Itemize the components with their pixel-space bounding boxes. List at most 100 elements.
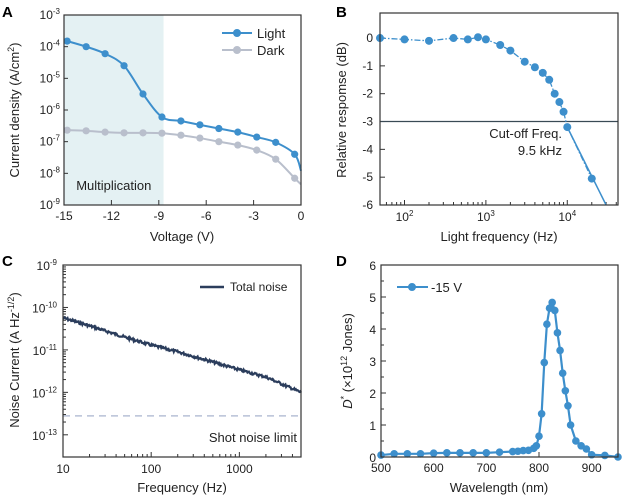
axes-frame xyxy=(63,14,302,206)
data-point xyxy=(559,107,568,116)
panel-letter-a: A xyxy=(2,4,13,21)
y-tick-label: -6 xyxy=(362,198,373,212)
panel-letter-c: C xyxy=(2,253,13,270)
panel-letter-b: B xyxy=(336,4,347,21)
x-tick-label: 0 xyxy=(298,209,305,223)
data-point xyxy=(582,445,591,453)
data-point xyxy=(469,449,477,457)
y-axis-label: Current density (A/cm2) xyxy=(6,42,22,177)
y-tick-label: 0 xyxy=(369,451,376,465)
data-point xyxy=(564,402,572,410)
legend-label-dark: Dark xyxy=(257,43,285,58)
tick-exponent: -6 xyxy=(53,102,61,111)
y-tick-label: 10-8 xyxy=(40,165,61,180)
data-point-dark xyxy=(272,155,280,163)
fit-line xyxy=(566,126,607,206)
x-tick-label: 103 xyxy=(477,209,495,224)
axes-frame xyxy=(379,12,619,206)
data-point xyxy=(545,75,554,84)
data-point xyxy=(443,449,451,457)
data-point-dark xyxy=(177,131,185,139)
x-axis-label: Frequency (Hz) xyxy=(137,480,227,495)
cutoff-annotation-value: 9.5 kHz xyxy=(518,143,562,158)
x-tick-label: 100 xyxy=(141,462,161,476)
data-point xyxy=(556,346,564,355)
data-point-dark xyxy=(253,146,261,154)
y-tick-label: 3 xyxy=(369,355,376,369)
tick-base: 10 xyxy=(40,103,54,117)
data-point-light xyxy=(158,113,166,121)
data-point-light xyxy=(101,50,109,58)
x-tick-label: 800 xyxy=(529,461,549,475)
tick-base: 10 xyxy=(32,429,46,443)
tick-exponent: -4 xyxy=(53,39,61,48)
tick-exponent: 2 xyxy=(409,209,414,218)
data-point-light xyxy=(82,43,90,51)
data-point-dark xyxy=(291,174,299,182)
data-point xyxy=(553,329,562,337)
multiplication-label: Multiplication xyxy=(76,178,151,193)
series-group xyxy=(377,298,622,461)
legend-label-light: Light xyxy=(257,26,286,41)
x-axis-label: Voltage (V) xyxy=(150,229,214,244)
data-point xyxy=(566,421,575,429)
tick-base: 10 xyxy=(40,71,54,85)
data-point-light xyxy=(120,62,128,70)
data-point xyxy=(572,437,580,445)
y-tick-label: 10-10 xyxy=(32,300,57,315)
shot-noise-label: Shot noise limit xyxy=(209,430,298,445)
data-point-light xyxy=(215,124,223,133)
x-axis-label: Wavelength (nm) xyxy=(450,480,549,495)
cutoff-annotation-title: Cut-off Freq. xyxy=(489,126,562,141)
data-point-dark xyxy=(139,129,147,137)
y-tick-label: 10-4 xyxy=(40,39,61,54)
data-point xyxy=(530,63,539,72)
data-point-light xyxy=(196,121,204,129)
axes-frame xyxy=(380,264,619,458)
y-tick-label: -3 xyxy=(362,115,373,129)
detectivity-line xyxy=(380,299,619,459)
tick-exponent: 3 xyxy=(490,209,495,218)
legend-label-noise: Total noise xyxy=(230,280,288,294)
x-tick-label: -3 xyxy=(248,209,259,223)
data-point-light xyxy=(253,133,261,141)
tick-base: 10 xyxy=(33,344,47,358)
data-point xyxy=(537,410,546,418)
x-tick-label: 102 xyxy=(396,209,414,224)
y-tick-label: 0 xyxy=(366,31,373,45)
x-tick-label: 104 xyxy=(558,209,576,224)
y-axis-label: Relative respomse (dB) xyxy=(334,42,349,178)
data-point-light xyxy=(291,150,299,158)
axes-frame xyxy=(62,264,302,458)
y-tick-label: 1 xyxy=(369,419,376,433)
tick-base: 10 xyxy=(32,301,46,315)
data-point xyxy=(550,89,559,98)
data-point xyxy=(587,174,596,183)
x-tick-label: 700 xyxy=(476,461,496,475)
tick-base: 10 xyxy=(37,259,51,273)
data-point-dark xyxy=(215,138,223,146)
data-point xyxy=(416,450,425,458)
data-point xyxy=(601,451,609,460)
x-tick-label: 600 xyxy=(424,461,444,475)
tick-base: 10 xyxy=(40,8,54,22)
y-tick-label: -1 xyxy=(362,59,373,73)
data-point xyxy=(425,36,434,45)
data-point xyxy=(506,46,515,55)
data-point xyxy=(538,68,547,77)
y-tick-label: 10-11 xyxy=(33,343,58,358)
y-tick-label: -5 xyxy=(362,170,373,184)
legend: Light Dark xyxy=(222,26,286,58)
data-point-dark xyxy=(158,129,166,137)
tick-exponent: -5 xyxy=(53,70,61,79)
tick-base: 10 xyxy=(477,210,491,224)
data-point xyxy=(449,34,458,43)
x-tick-label: 10 xyxy=(56,462,70,476)
data-point xyxy=(390,450,398,458)
y-tick-label: 2 xyxy=(369,387,376,401)
panel-a: A Multiplication -15 -12 -9 -6 -3 010-310-410… xyxy=(2,4,305,244)
data-point xyxy=(481,35,490,44)
